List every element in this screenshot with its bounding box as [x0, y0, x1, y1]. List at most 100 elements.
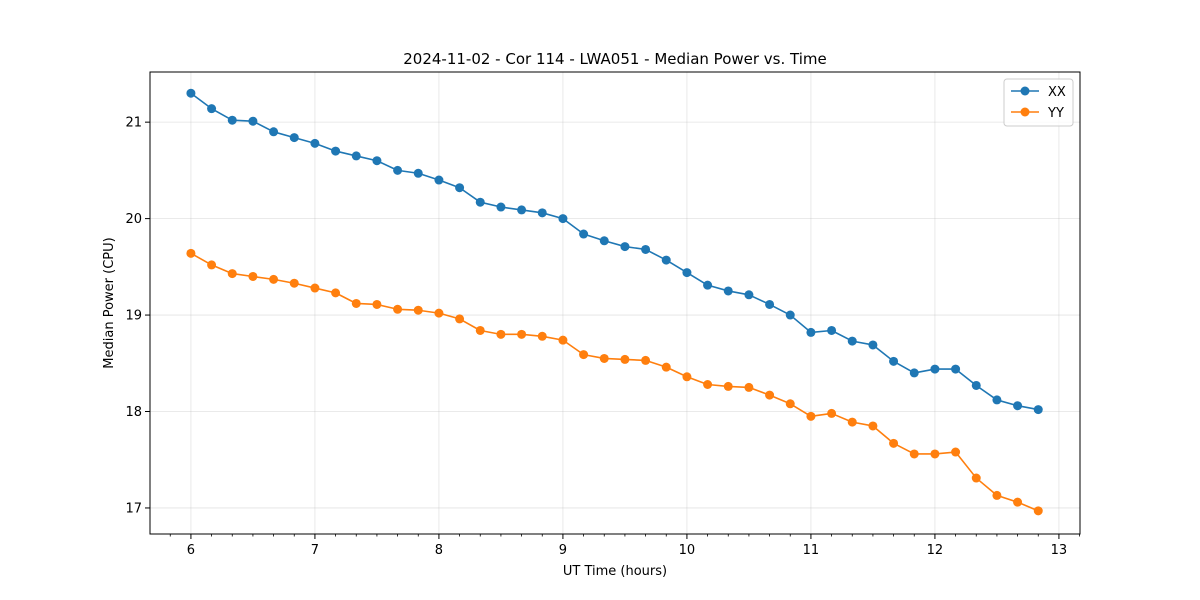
data-point-yy: [207, 260, 217, 270]
data-point-yy: [537, 331, 547, 341]
data-point-xx: [868, 340, 878, 350]
legend-label-yy: YY: [1047, 106, 1064, 121]
data-point-xx: [558, 214, 568, 224]
data-point-yy: [434, 308, 444, 318]
data-point-xx: [393, 165, 403, 175]
data-point-yy: [930, 449, 940, 459]
data-point-yy: [971, 473, 981, 483]
x-tick-label: 12: [927, 543, 944, 558]
data-point-yy: [599, 353, 609, 363]
data-point-yy: [827, 408, 837, 418]
data-point-yy: [248, 271, 258, 281]
y-tick-label: 17: [125, 501, 142, 516]
data-point-xx: [475, 197, 485, 207]
data-point-yy: [517, 329, 527, 339]
data-point-yy: [1033, 506, 1043, 516]
data-point-xx: [227, 115, 237, 125]
data-point-yy: [785, 399, 795, 409]
data-point-yy: [909, 449, 919, 459]
y-tick-label: 21: [125, 116, 142, 131]
x-tick-label: 7: [311, 543, 319, 558]
y-axis-label: Median Power (CPU): [102, 237, 117, 368]
data-point-yy: [372, 299, 382, 309]
y-tick-label: 18: [125, 405, 142, 420]
data-point-xx: [517, 205, 527, 215]
data-point-yy: [889, 438, 899, 448]
data-point-yy: [723, 381, 733, 391]
data-point-xx: [413, 168, 423, 178]
data-point-yy: [703, 380, 713, 390]
x-tick-label: 8: [435, 543, 443, 558]
data-point-xx: [248, 116, 258, 126]
data-point-xx: [682, 268, 692, 278]
data-point-yy: [868, 421, 878, 431]
data-point-yy: [289, 278, 299, 288]
data-point-yy: [413, 305, 423, 315]
axes-frame: [149, 71, 1081, 535]
data-point-yy: [847, 417, 857, 427]
data-point-xx: [992, 395, 1002, 405]
y-tick-label: 19: [125, 309, 142, 324]
data-point-xx: [744, 290, 754, 300]
data-point-xx: [269, 127, 279, 137]
data-point-xx: [455, 183, 465, 193]
data-point-xx: [579, 229, 589, 239]
data-point-xx: [620, 242, 630, 252]
data-point-xx: [827, 325, 837, 335]
data-point-xx: [641, 244, 651, 254]
data-point-yy: [558, 335, 568, 345]
data-point-yy: [1013, 497, 1023, 507]
data-point-yy: [661, 362, 671, 372]
data-point-xx: [310, 138, 320, 148]
data-point-xx: [971, 380, 981, 390]
series-xx: [186, 88, 1043, 415]
data-point-xx: [723, 286, 733, 296]
data-point-xx: [599, 236, 609, 246]
data-point-xx: [331, 146, 341, 156]
data-point-xx: [806, 327, 816, 337]
grid: [150, 72, 1080, 534]
data-point-yy: [765, 390, 775, 400]
data-point-yy: [496, 329, 506, 339]
data-point-yy: [455, 314, 465, 324]
data-point-yy: [682, 372, 692, 382]
data-point-xx: [1013, 401, 1023, 411]
y-tick-label: 20: [125, 212, 142, 227]
data-point-yy: [331, 288, 341, 298]
data-point-xx: [186, 88, 196, 98]
data-point-xx: [434, 175, 444, 185]
data-point-xx: [537, 208, 547, 218]
x-axis-label: UT Time (hours): [563, 564, 667, 579]
data-point-yy: [310, 283, 320, 293]
data-point-yy: [227, 269, 237, 279]
data-point-xx: [372, 156, 382, 166]
data-point-yy: [620, 354, 630, 364]
data-point-xx: [496, 202, 506, 212]
data-point-xx: [930, 364, 940, 374]
data-point-xx: [847, 336, 857, 346]
data-point-xx: [1033, 405, 1043, 415]
data-point-yy: [744, 382, 754, 392]
data-point-yy: [641, 355, 651, 365]
x-tick-label: 9: [559, 543, 567, 558]
data-point-xx: [951, 364, 961, 374]
data-point-xx: [207, 104, 217, 114]
data-point-xx: [661, 255, 671, 265]
data-point-yy: [806, 411, 816, 421]
data-point-yy: [351, 298, 361, 308]
series-yy: [186, 248, 1043, 516]
data-point-xx: [909, 368, 919, 378]
data-point-xx: [785, 310, 795, 320]
data-point-yy: [475, 325, 485, 335]
legend-marker-yy: [1020, 107, 1030, 117]
data-point-xx: [765, 299, 775, 309]
data-point-yy: [393, 304, 403, 314]
data-point-yy: [951, 447, 961, 457]
legend-label-xx: XX: [1048, 85, 1066, 100]
data-point-yy: [992, 490, 1002, 500]
legend: XX YY: [1003, 78, 1074, 127]
data-point-xx: [351, 151, 361, 161]
data-point-yy: [269, 274, 279, 284]
data-point-yy: [579, 350, 589, 360]
